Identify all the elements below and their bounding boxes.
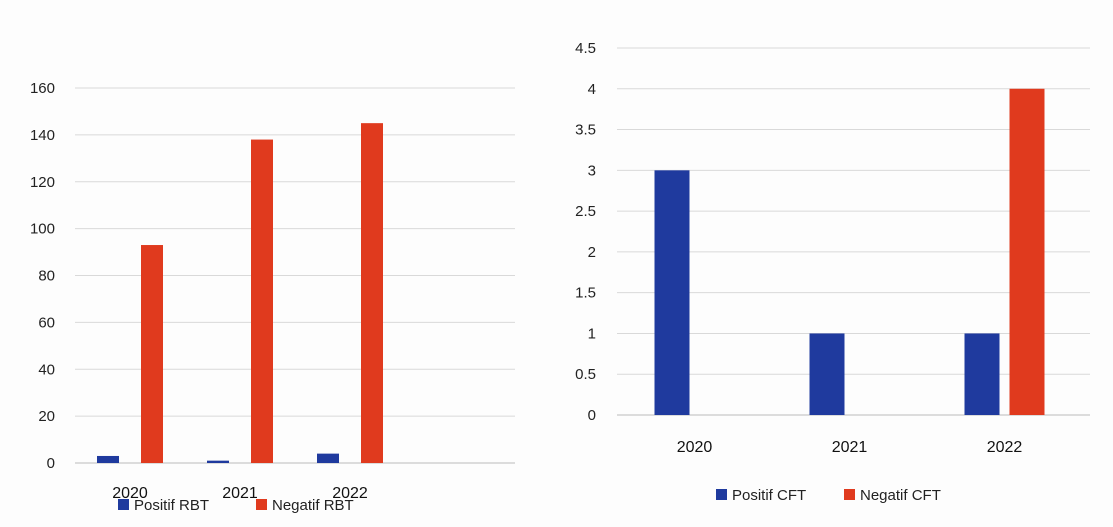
- legend-swatch-1: [844, 489, 855, 500]
- y-tick-label: 4: [588, 81, 596, 98]
- x-category-label: 2021: [832, 439, 868, 456]
- y-tick-label: 2.5: [575, 203, 596, 220]
- y-tick-label: 2: [588, 244, 596, 261]
- bar-negatif-rbt-2021: [251, 139, 273, 463]
- y-tick-label: 120: [30, 174, 55, 191]
- bar-negatif-rbt-2022: [361, 123, 383, 463]
- rbt-chart: 0 20 40 60 80 100 120 140 160 2020 2021 2022 Positif…: [30, 80, 515, 514]
- bar-positif-cft-2020: [654, 170, 690, 415]
- legend-label: Negatif RBT: [272, 497, 354, 514]
- y-tick-label: 160: [30, 80, 55, 97]
- bar-negatif-rbt-2020: [141, 245, 163, 463]
- y-tick-label: 80: [38, 268, 55, 285]
- y-tick-label: 0.5: [575, 366, 596, 383]
- legend-label: Negatif CFT: [860, 487, 941, 504]
- y-tick-label: 1: [588, 325, 596, 342]
- y-tick-label: 3: [588, 162, 596, 179]
- x-category-label: 2020: [112, 485, 148, 502]
- y-tick-label: 40: [38, 361, 55, 378]
- legend-swatch-1: [256, 499, 267, 510]
- x-category-label: 2020: [677, 439, 713, 456]
- y-tick-label: 60: [38, 314, 55, 331]
- y-tick-label: 0: [47, 455, 55, 472]
- y-tick-label: 0: [588, 407, 596, 424]
- cft-chart: 0 0.5 1 1.5 2 2.5 3 3.5 4 4.5 2020 2021 2022 Positif …: [575, 40, 1090, 504]
- y-tick-label: 3.5: [575, 122, 596, 139]
- y-tick-label: 1.5: [575, 285, 596, 302]
- bar-positif-rbt-2021: [207, 460, 229, 463]
- legend-swatch-0: [118, 499, 129, 510]
- x-category-label: 2021: [222, 485, 258, 502]
- bar-negatif-cft-2022: [1009, 88, 1045, 416]
- bar-positif-rbt-2022: [317, 453, 339, 463]
- bar-positif-cft-2021: [809, 333, 845, 415]
- bar-positif-cft-2022: [964, 333, 1000, 415]
- legend-swatch-0: [716, 489, 727, 500]
- legend-label: Positif RBT: [134, 497, 209, 514]
- y-tick-label: 4.5: [575, 40, 596, 57]
- x-category-label: 2022: [987, 439, 1023, 456]
- bar-positif-rbt-2020: [97, 455, 119, 463]
- legend-label: Positif CFT: [732, 487, 806, 504]
- y-tick-label: 140: [30, 127, 55, 144]
- x-category-label: 2022: [332, 485, 368, 502]
- y-tick-label: 20: [38, 408, 55, 425]
- y-tick-label: 100: [30, 221, 55, 238]
